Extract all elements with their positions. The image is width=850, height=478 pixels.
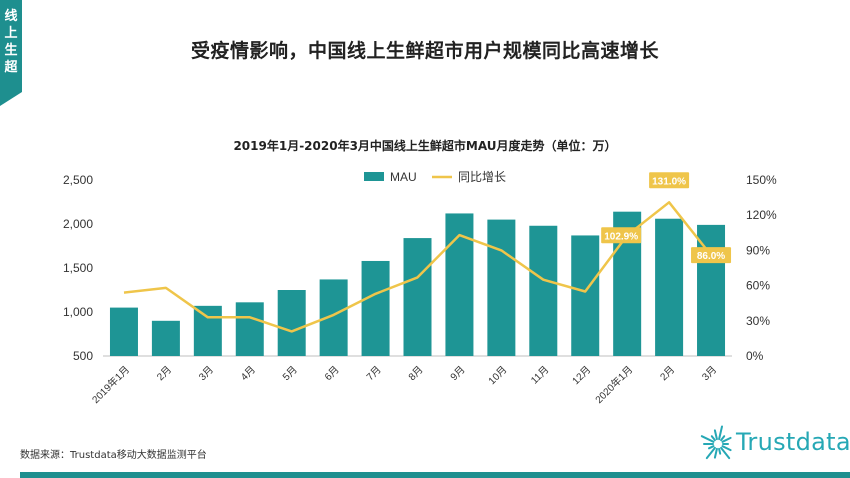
logo-ray xyxy=(713,447,718,459)
logo-ray xyxy=(710,435,716,442)
page-title: 受疫情影响，中国线上生鲜超市用户规模同比高速增长 xyxy=(0,36,850,63)
bottom-accent-bar xyxy=(20,472,850,478)
page-title-right: 中国线上生鲜超市用户规模同比高速增长 xyxy=(308,40,660,62)
logo-ray xyxy=(718,447,722,455)
x-tick-label: 4月 xyxy=(238,364,257,383)
data-label-box xyxy=(601,227,642,244)
x-tick-label: 2月 xyxy=(155,364,174,383)
logo-ray xyxy=(721,436,732,443)
data-label-box xyxy=(649,172,690,189)
mau-bar xyxy=(655,218,684,356)
x-tick-label: 9月 xyxy=(448,364,467,383)
brand-name: Trustdata xyxy=(736,428,850,456)
brand-logo: Trustdata xyxy=(698,424,850,464)
x-tick-label: 3月 xyxy=(700,364,719,383)
logo-ray xyxy=(705,446,716,460)
page-title-left: 受疫情影响 xyxy=(190,40,289,62)
y-left-tick-label: 2,000 xyxy=(63,217,93,231)
x-tick-label: 2月 xyxy=(658,364,677,383)
x-tick-label: 8月 xyxy=(406,364,425,383)
mau-bar xyxy=(403,238,432,356)
logo-ray xyxy=(713,429,718,441)
y-left-tick-label: 1,500 xyxy=(63,261,93,275)
mau-bar xyxy=(151,320,180,356)
x-tick-label: 5月 xyxy=(280,364,299,383)
legend-growth-label: 同比增长 xyxy=(458,170,506,184)
data-label-box xyxy=(691,247,732,264)
mau-bar xyxy=(571,235,600,356)
logo-ray xyxy=(720,435,726,442)
mau-bar xyxy=(361,260,390,356)
y-right-tick-label: 150% xyxy=(746,173,777,187)
y-right-tick-label: 60% xyxy=(746,279,770,293)
logo-ray xyxy=(718,425,723,441)
page-title-separator: ， xyxy=(288,40,308,62)
x-tick-label: 2019年1月 xyxy=(89,363,132,406)
mau-bar xyxy=(277,290,306,356)
data-label: 131.0% xyxy=(652,176,686,187)
x-tick-label: 2020年1月 xyxy=(592,363,635,406)
mau-bar xyxy=(487,219,516,356)
y-right-tick-label: 0% xyxy=(746,349,764,363)
x-tick-label: 11月 xyxy=(529,364,552,387)
data-source-note: 数据来源：Trustdata移动大数据监测平台 xyxy=(20,450,207,461)
data-label: 102.9% xyxy=(604,231,638,242)
logo-ray xyxy=(721,445,732,452)
legend-mau-label: MAU xyxy=(390,170,417,184)
mau-bar xyxy=(697,224,726,356)
logo-ray xyxy=(720,446,731,460)
mau-bar xyxy=(529,225,558,356)
data-label: 86.0% xyxy=(697,251,725,262)
x-tick-label: 10月 xyxy=(486,364,509,387)
x-tick-label: 12月 xyxy=(570,364,593,387)
x-tick-label: 3月 xyxy=(196,364,215,383)
y-left-tick-label: 2,500 xyxy=(63,173,93,187)
yoy-growth-line xyxy=(123,201,712,333)
mau-bar xyxy=(193,305,222,356)
legend-mau-swatch xyxy=(364,172,384,181)
y-left-tick-label: 1,000 xyxy=(63,305,93,319)
mau-bar xyxy=(235,302,264,356)
y-right-tick-label: 90% xyxy=(746,243,770,257)
y-left-tick-label: 500 xyxy=(73,349,93,363)
side-tab-label: 线上生超 xyxy=(4,9,18,75)
logo-ray xyxy=(700,435,715,443)
x-tick-label: 6月 xyxy=(322,364,341,383)
side-tab: 线上生超 xyxy=(0,0,22,106)
x-tick-label: 7月 xyxy=(364,364,383,383)
trustdata-logo-icon xyxy=(700,425,732,460)
logo-ray xyxy=(708,445,715,450)
y-right-tick-label: 120% xyxy=(746,208,777,222)
mau-bar xyxy=(109,307,138,356)
y-right-tick-label: 30% xyxy=(746,314,770,328)
chart-title: 2019年1月-2020年3月中国线上生鲜超市MAU月度走势（单位：万） xyxy=(233,139,617,153)
